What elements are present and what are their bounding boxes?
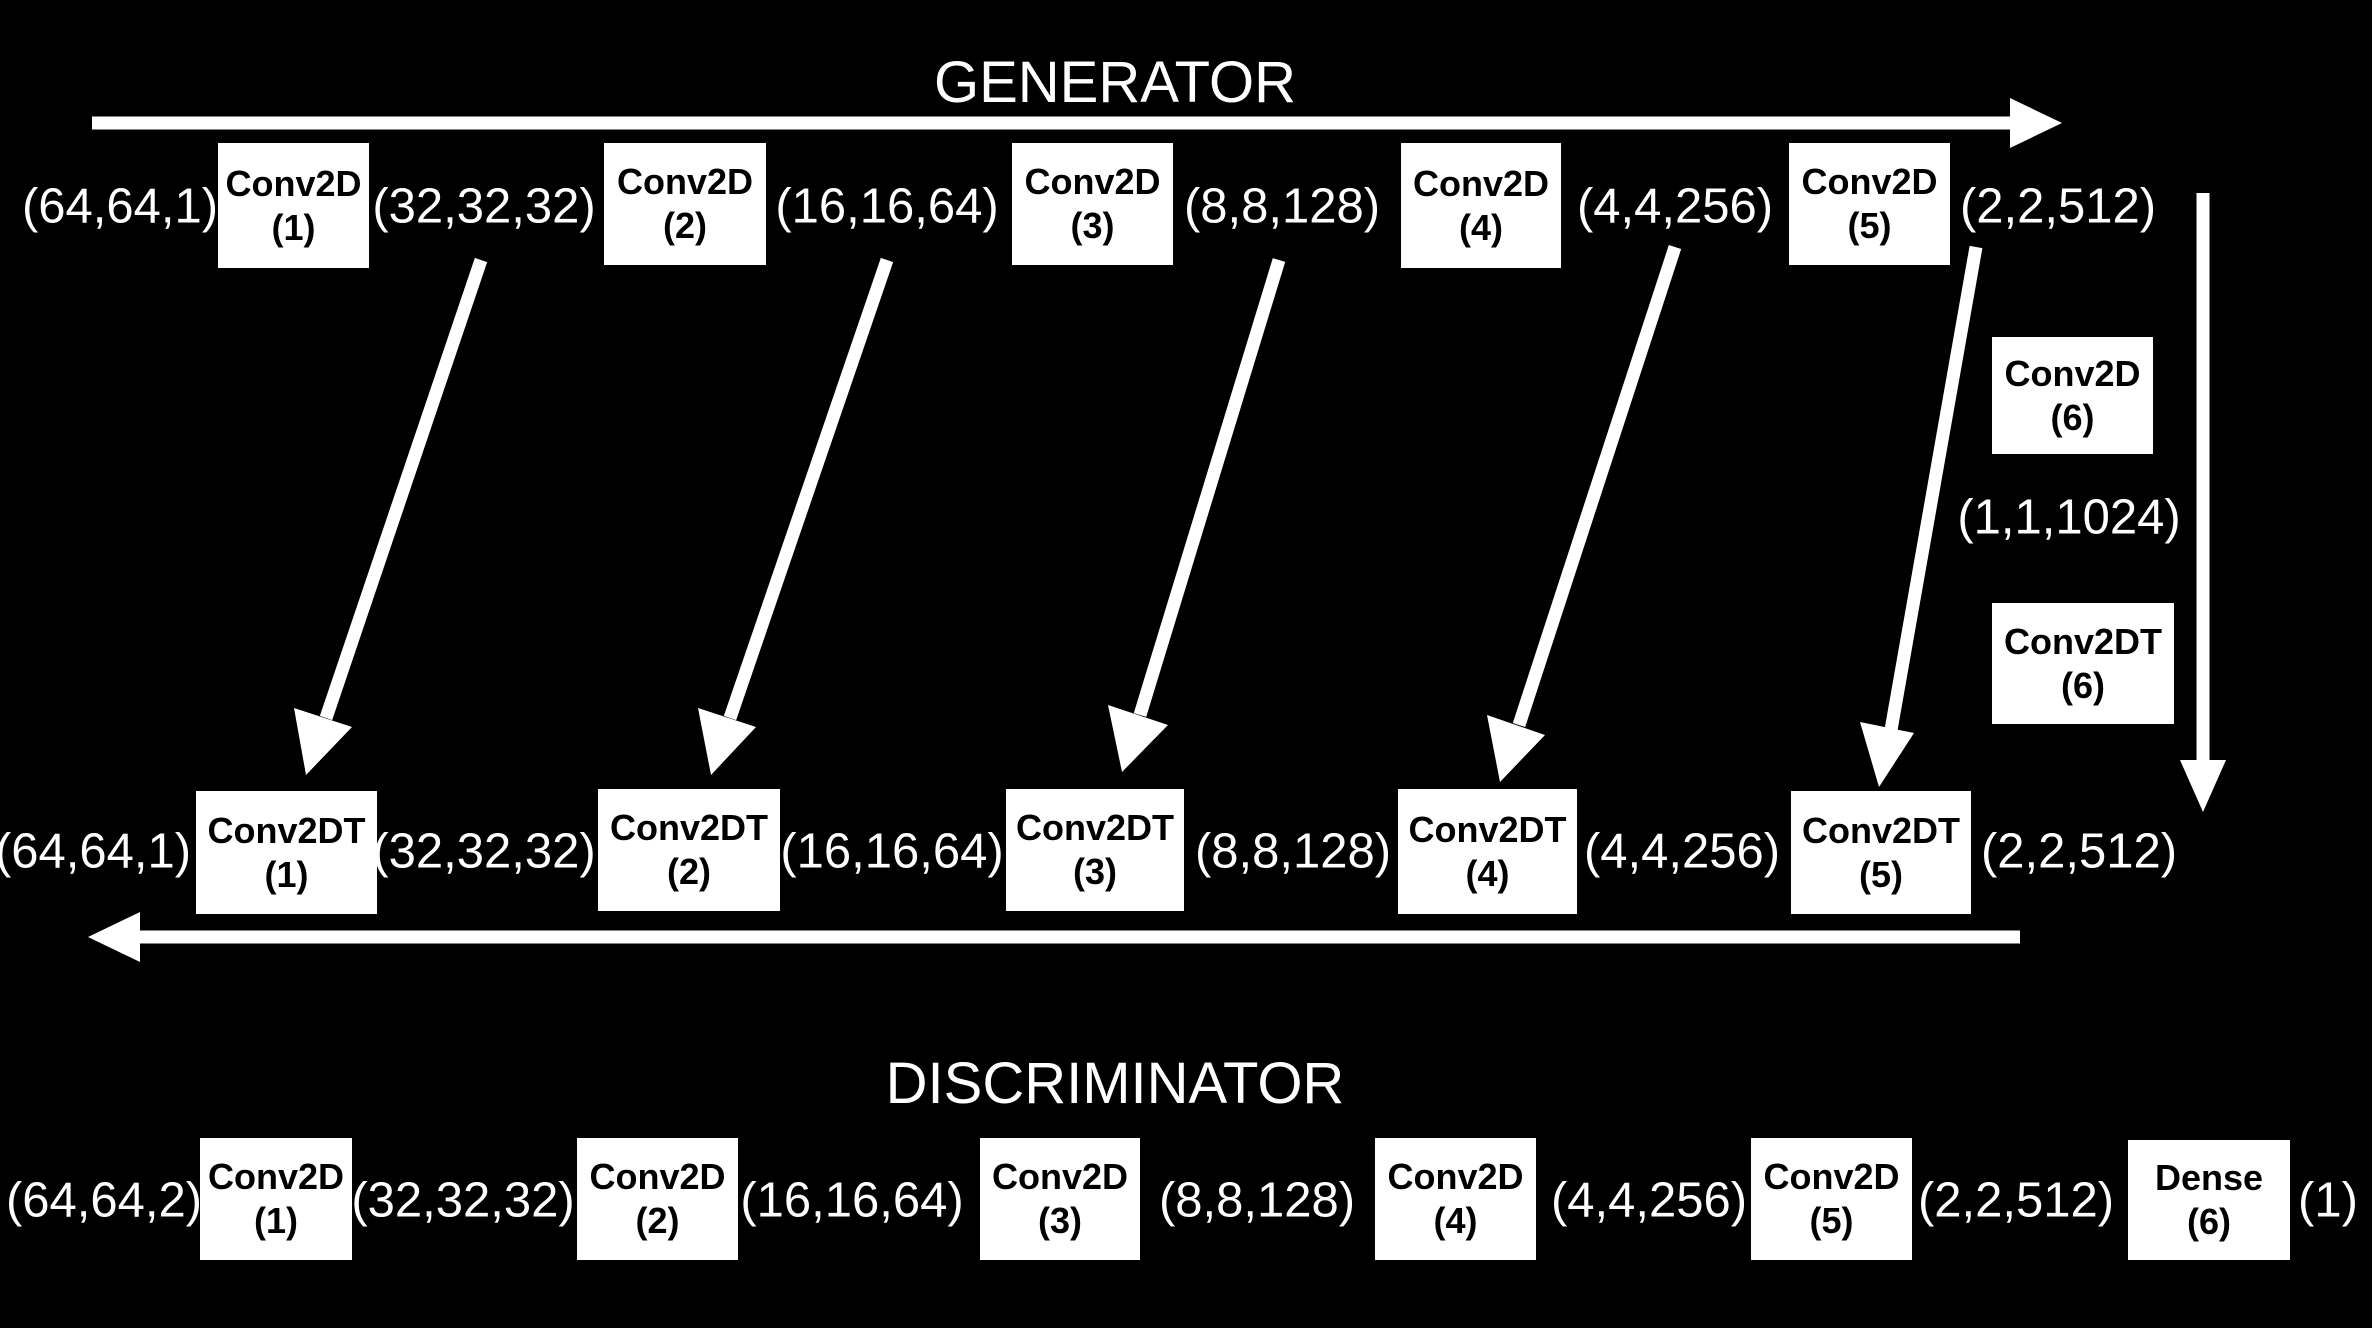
bottleneck-down-arrow <box>2180 193 2226 812</box>
discriminator-shape-3: (8,8,128) <box>1158 1173 1356 1228</box>
decoder-layer-4: Conv2DT (4) <box>1398 789 1577 914</box>
discriminator-layer-1: Conv2D (1) <box>200 1138 352 1260</box>
skip-connection-arrow-3 <box>1108 258 1286 772</box>
bottleneck-convt-layer-6: Conv2DT (6) <box>1992 603 2174 724</box>
layer-index: (1) <box>254 1200 298 1241</box>
encoder-layer-1: Conv2D (1) <box>218 143 369 268</box>
generator-flow-arrow <box>92 98 2062 148</box>
discriminator-layer-2: Conv2D (2) <box>577 1138 738 1260</box>
decoder-layer-1: Conv2DT (1) <box>196 791 377 914</box>
decoder-layer-5: Conv2DT (5) <box>1791 791 1971 914</box>
encoder-shape-4: (4,4,256) <box>1576 179 1774 234</box>
discriminator-layer-3: Conv2D (3) <box>980 1138 1140 1260</box>
layer-name: Conv2DT <box>2003 620 2162 662</box>
layer-index: (3) <box>1073 851 1117 892</box>
layer-name: Conv2D <box>1412 162 1550 204</box>
bottleneck-conv-layer-6: Conv2D (6) <box>1992 337 2153 454</box>
encoder-layer-2: Conv2D (2) <box>604 143 766 265</box>
layer-index: (2) <box>635 1200 680 1241</box>
layer-name: Conv2D <box>991 1156 1129 1198</box>
layer-name: Conv2D <box>1387 1156 1524 1198</box>
discriminator-shape-0: (64,64,2) <box>5 1173 203 1228</box>
discriminator-shape-4: (4,4,256) <box>1550 1173 1748 1228</box>
decoder-shape-5: (2,2,512) <box>1980 824 2178 879</box>
layer-name: Conv2DT <box>1015 807 1174 849</box>
layer-name: Conv2D <box>1024 161 1161 203</box>
discriminator-layer-5: Conv2D (5) <box>1751 1138 1912 1260</box>
layer-index: (2) <box>667 851 711 892</box>
encoder-shape-1: (32,32,32) <box>372 179 596 234</box>
layer-index: (2) <box>663 205 707 246</box>
bottleneck-shape: (1,1,1024) <box>1957 490 2181 545</box>
layer-index: (1) <box>264 853 309 895</box>
decoder-flow-arrow <box>88 912 2020 962</box>
generator-title: GENERATOR <box>933 50 1297 115</box>
encoder-shape-3: (8,8,128) <box>1183 179 1381 234</box>
encoder-layer-3: Conv2D (3) <box>1012 143 1173 265</box>
layer-index: (3) <box>1070 205 1115 246</box>
encoder-layer-4: Conv2D (4) <box>1401 143 1561 268</box>
layer-name: Conv2DT <box>1408 808 1567 850</box>
layer-name: Conv2DT <box>609 807 768 849</box>
layer-name: Conv2D <box>2004 352 2141 394</box>
layer-index: (6) <box>2187 1201 2231 1242</box>
layer-index: (1) <box>271 206 316 248</box>
layer-index: (6) <box>2050 396 2095 438</box>
discriminator-shape-1: (32,32,32) <box>351 1173 575 1228</box>
discriminator-layer-4: Conv2D (4) <box>1375 1138 1536 1260</box>
skip-connection-arrow-2 <box>698 257 894 775</box>
decoder-layer-3: Conv2DT (3) <box>1006 789 1184 911</box>
decoder-layer-2: Conv2DT (2) <box>598 789 780 911</box>
layer-name: Conv2D <box>589 1156 726 1198</box>
layer-index: (5) <box>1847 205 1892 246</box>
decoder-shape-3: (8,8,128) <box>1194 824 1392 879</box>
layer-index: (5) <box>1809 1200 1854 1241</box>
discriminator-shape-5: (2,2,512) <box>1917 1173 2115 1228</box>
layer-name: Dense <box>2154 1157 2264 1199</box>
layer-name: Conv2DT <box>207 809 366 851</box>
layer-name: Conv2D <box>1763 1156 1900 1198</box>
decoder-shape-4: (4,4,256) <box>1583 824 1781 879</box>
decoder-shape-2: (16,16,64) <box>780 824 1004 879</box>
layer-name: Conv2DT <box>1801 809 1960 851</box>
discriminator-output-shape: (1) <box>2298 1173 2358 1228</box>
discriminator-dense-layer-6: Dense (6) <box>2128 1140 2290 1260</box>
layer-name: Conv2D <box>1801 161 1938 203</box>
layer-index: (6) <box>2061 664 2105 706</box>
layer-index: (4) <box>1465 852 1510 894</box>
layer-index: (4) <box>1433 1200 1478 1241</box>
decoder-shape-0: (64,64,1) <box>0 824 192 879</box>
skip-connection-arrow-1 <box>294 257 488 775</box>
skip-connection-arrow-5 <box>1860 245 1983 787</box>
layer-index: (5) <box>1859 853 1903 895</box>
discriminator-title: DISCRIMINATOR <box>885 1051 1345 1116</box>
layer-name: Conv2D <box>207 1156 345 1198</box>
encoder-shape-2: (16,16,64) <box>775 179 999 234</box>
layer-name: Conv2D <box>225 162 362 204</box>
layer-index: (3) <box>1038 1200 1082 1241</box>
encoder-shape-0: (64,64,1) <box>21 179 219 234</box>
discriminator-shape-2: (16,16,64) <box>740 1173 964 1228</box>
layer-index: (4) <box>1459 206 1503 248</box>
skip-connection-arrow-4 <box>1487 244 1682 782</box>
encoder-shape-5: (2,2,512) <box>1959 179 2157 234</box>
encoder-layer-5: Conv2D (5) <box>1789 143 1950 265</box>
layer-name: Conv2D <box>616 161 754 203</box>
decoder-shape-1: (32,32,32) <box>372 824 596 879</box>
